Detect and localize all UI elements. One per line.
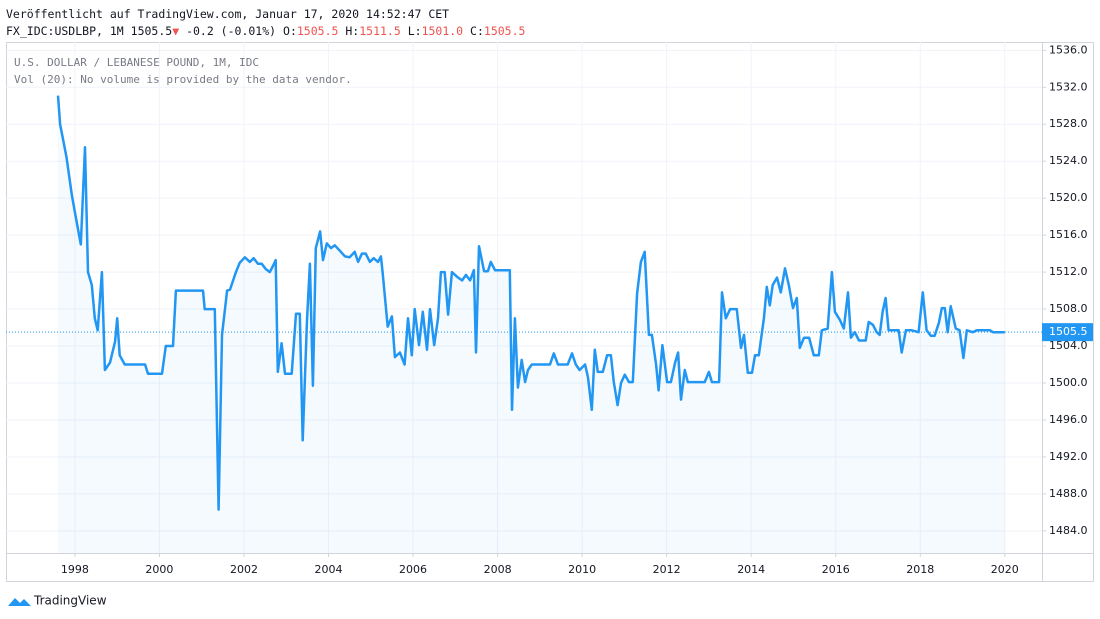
plot (6, 95, 1042, 553)
ohlc: O:1505.5 H:1511.5 L:1501.0 C:1505.5 (283, 24, 532, 38)
y-tick-label: 1516.0 (1049, 228, 1088, 241)
y-tick-label: 1528.0 (1049, 117, 1088, 130)
y-tick-label: 1520.0 (1049, 191, 1088, 204)
x-tick-label: 2002 (230, 563, 258, 576)
last-price-box (1042, 323, 1093, 342)
x-tick-label: 2012 (653, 563, 681, 576)
legend-title: U.S. DOLLAR / LEBANESE POUND, 1M, IDC (14, 56, 259, 69)
ohlc-value: 1501.0 (421, 24, 464, 38)
published: Veröffentlicht auf TradingView.com, Janu… (6, 7, 450, 21)
last-price-label: 1505.5 (1049, 325, 1088, 338)
y-tick-label: 1488.0 (1049, 487, 1088, 500)
y-tick-label: 1532.0 (1049, 80, 1088, 93)
area (57, 95, 1005, 553)
frame (6, 42, 1094, 582)
y-tick-label: 1504.0 (1049, 339, 1088, 352)
brand: TradingView (33, 594, 107, 608)
y-tick-label: 1524.0 (1049, 154, 1088, 167)
ohlc-key: O: (283, 24, 297, 38)
grid (6, 42, 1042, 553)
axes: 1484.0 1488.0 1492.0 1496.0 1500.0 1504.0 1508… (61, 43, 1093, 576)
y-tick-label: 1492.0 (1049, 450, 1088, 463)
price-line (56, 95, 1005, 511)
last: 1505.5 (130, 24, 173, 38)
legend-subtitle: Vol (20): No volume is provided by the d… (14, 73, 352, 86)
logo-icon (8, 598, 31, 606)
ohlc-key: L: (407, 24, 422, 38)
ohlc-value: 1505.5 (483, 24, 526, 38)
x-tick-label: 1998 (61, 563, 89, 576)
y-tick-label: 1500.0 (1049, 376, 1088, 389)
x-tick-label: 2010 (568, 563, 596, 576)
y-tick-label: 1508.0 (1049, 302, 1088, 315)
ohlc-value: 1505.5 (296, 24, 339, 38)
change: -0.2 (-0.01%) (186, 24, 277, 38)
symbol: FX_IDC:USDLBP, 1M (6, 24, 124, 38)
ohlc-line: FX_IDC:USDLBP, 1M 1505.5▼ -0.2 (-0.01%) … (6, 24, 532, 38)
x-tick-label: 2008 (484, 563, 512, 576)
x-tick-label: 2018 (906, 563, 934, 576)
x-tick-label: 2016 (822, 563, 850, 576)
x-tick-label: 2006 (399, 563, 427, 576)
ohlc-key: C: (470, 24, 484, 38)
y-tick-label: 1512.0 (1049, 265, 1088, 278)
y-tick-label: 1484.0 (1049, 524, 1088, 537)
ohlc-value: 1511.5 (359, 24, 401, 38)
ohlc-key: H: (345, 24, 360, 38)
x-tick-label: 2020 (991, 563, 1019, 576)
x-tick-label: 2000 (145, 563, 173, 576)
down-arrow: ▼ (172, 24, 180, 38)
x-tick-label: 2014 (737, 563, 765, 576)
y-tick-label: 1536.0 (1049, 43, 1088, 56)
y-tick-label: 1496.0 (1049, 413, 1088, 426)
x-tick-label: 2004 (315, 563, 343, 576)
